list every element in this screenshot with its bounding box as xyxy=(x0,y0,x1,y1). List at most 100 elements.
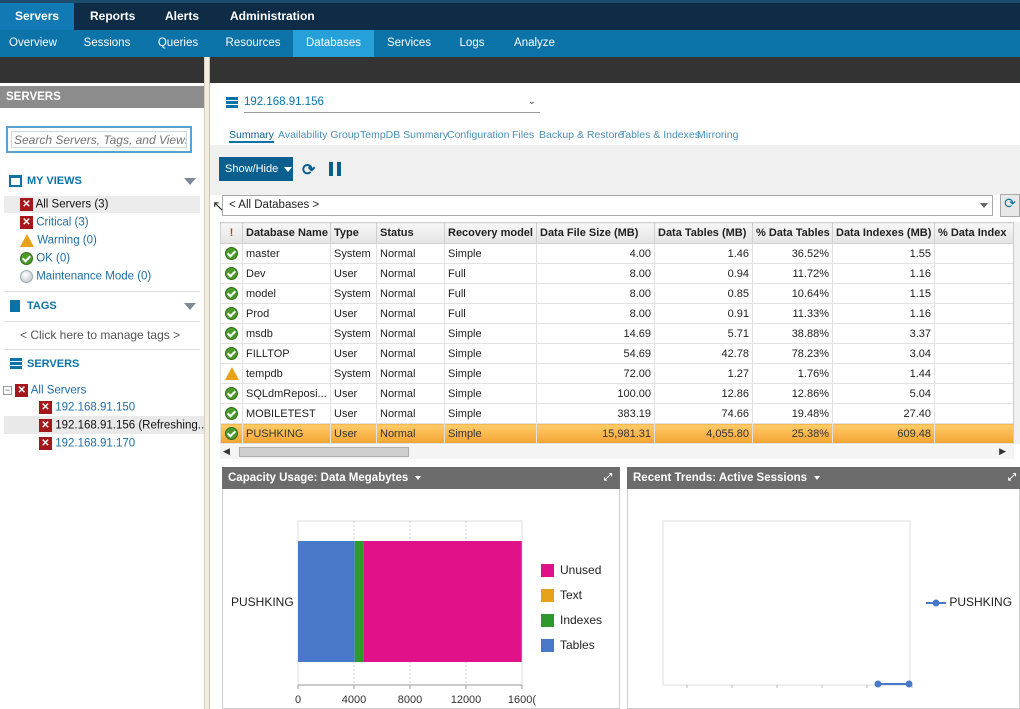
mouse-cursor-icon: ↖ xyxy=(212,198,225,215)
table-row[interactable]: PUSHKING User Normal Simple 15,981.31 4,055.8… xyxy=(220,423,1014,444)
expand-icon[interactable]: ⤢ xyxy=(604,472,612,483)
sub-nav-overview[interactable]: Overview xyxy=(9,37,57,49)
server-item-156[interactable]: ✕ 192.168.91.156 (Refreshing... xyxy=(39,419,204,432)
sub-nav-sessions[interactable]: Sessions xyxy=(83,37,131,49)
sub-nav-databases[interactable]: Databases xyxy=(293,30,374,57)
divider xyxy=(4,349,200,350)
view-all-servers[interactable]: ✕ All Servers (3) xyxy=(20,198,108,211)
view-warning[interactable]: Warning (0) xyxy=(20,234,97,247)
sidebar-splitter[interactable] xyxy=(204,57,210,709)
filter-refresh-button[interactable]: ⟳ xyxy=(1000,194,1020,217)
top-nav-alerts[interactable]: Alerts xyxy=(165,9,200,23)
top-nav-servers[interactable]: Servers xyxy=(0,3,75,30)
table-cell: 19.48% xyxy=(752,403,833,424)
view-critical[interactable]: ✕ Critical (3) xyxy=(20,216,89,229)
trends-chart xyxy=(662,520,913,688)
collapse-minus-icon[interactable]: − xyxy=(3,385,12,395)
view-maintenance[interactable]: Maintenance Mode (0) xyxy=(20,270,151,283)
table-cell: 54.69 xyxy=(536,343,655,364)
grid-horizontal-scrollbar[interactable]: ◀ ▶ xyxy=(220,445,1014,459)
legend-label: Unused xyxy=(560,563,602,577)
table-row[interactable]: msdb System Normal Simple 14.69 5.71 38.88% 3.3… xyxy=(220,323,1014,344)
table-row[interactable]: SQLdmReposi... User Normal Simple 100.00 12.8… xyxy=(220,383,1014,404)
bar-segment-unused[interactable] xyxy=(363,541,522,662)
table-row[interactable]: tempdb System Normal Simple 72.00 1.27 1.76% 1.… xyxy=(220,363,1014,384)
column-header-recovery-model[interactable]: Recovery model xyxy=(444,222,537,244)
trends-panel-header[interactable]: Recent Trends: Active Sessions ⤢ xyxy=(627,467,1020,489)
tab-configuration[interactable]: Configuration xyxy=(447,129,510,141)
capacity-panel-header[interactable]: Capacity Usage: Data Megabytes ⤢ xyxy=(222,467,620,489)
column-header-data-indexes[interactable]: Data Indexes (MB) xyxy=(832,222,935,244)
sub-nav-queries[interactable]: Queries xyxy=(157,37,199,49)
bar-segment-tables[interactable] xyxy=(298,541,355,662)
pause-icon[interactable] xyxy=(328,162,342,176)
refresh-icon[interactable]: ⟳ xyxy=(302,162,316,179)
table-cell: Normal xyxy=(376,263,445,284)
servers-tree-root[interactable]: − ✕ All Servers xyxy=(3,384,86,397)
tags-header[interactable]: TAGS xyxy=(0,300,204,318)
row-status-cell xyxy=(220,423,243,444)
search-input[interactable] xyxy=(11,131,187,148)
sub-nav-resources[interactable]: Resources xyxy=(225,37,281,49)
bar-segment-indexes[interactable] xyxy=(354,541,364,662)
table-cell: Normal xyxy=(376,283,445,304)
scroll-thumb[interactable] xyxy=(239,447,409,457)
column-header-pct-data-tables[interactable]: % Data Tables xyxy=(752,222,833,244)
collapse-triangle-icon[interactable] xyxy=(184,178,196,185)
top-nav-reports[interactable]: Reports xyxy=(90,9,136,23)
scroll-right-icon[interactable]: ▶ xyxy=(999,446,1006,456)
column-header-status[interactable]: Status xyxy=(376,222,445,244)
plot-area xyxy=(662,520,911,686)
tab-availability-group[interactable]: Availability Group xyxy=(278,129,360,141)
server-label: 192.168.91.156 (Refreshing... xyxy=(55,419,204,432)
table-cell: 4,055.80 xyxy=(654,423,753,444)
sub-nav-logs[interactable]: Logs xyxy=(459,37,485,49)
scroll-left-icon[interactable]: ◀ xyxy=(223,446,230,456)
database-filter-select[interactable]: < All Databases > xyxy=(222,195,993,216)
data-point[interactable] xyxy=(874,680,882,688)
tab-summary[interactable]: Summary xyxy=(229,129,274,143)
table-cell: 38.67 xyxy=(934,243,1014,264)
grid-vertical-scrollbar[interactable] xyxy=(1013,222,1020,444)
sub-nav-analyze[interactable]: Analyze xyxy=(514,37,555,49)
chevron-down-icon[interactable]: ⌄ xyxy=(527,96,536,107)
view-ok[interactable]: OK (0) xyxy=(20,252,70,265)
tab-backup-restore[interactable]: Backup & Restore xyxy=(539,129,624,141)
sub-nav-services[interactable]: Services xyxy=(386,37,432,49)
x-tick-label: 4000 xyxy=(342,694,366,706)
status-column-header[interactable]: ! xyxy=(220,222,243,244)
column-header-type[interactable]: Type xyxy=(330,222,377,244)
table-row[interactable]: ProdUserNormalFull8.000.9111.33%1.1614.5… xyxy=(220,303,1014,324)
table-cell: Dev xyxy=(242,263,331,284)
sidebar-search-box[interactable] xyxy=(6,126,192,153)
trends-legend-label: PUSHKING xyxy=(949,595,1013,609)
server-select[interactable]: 192.168.91.156 ⌄ xyxy=(244,96,540,113)
table-row[interactable]: FILLTOP User Normal Simple 54.69 42.78 78.23% 3… xyxy=(220,343,1014,364)
tab-tables-indexes[interactable]: Tables & Indexes xyxy=(620,129,700,141)
server-item-170[interactable]: ✕ 192.168.91.170 xyxy=(39,437,135,450)
data-point[interactable] xyxy=(905,680,913,688)
column-header-database-name[interactable]: Database Name xyxy=(242,222,331,244)
expand-icon[interactable]: ⤢ xyxy=(1008,472,1016,483)
column-header-data-tables[interactable]: Data Tables (MB) xyxy=(654,222,753,244)
table-row[interactable]: MOBILETEST User Normal Simple 383.19 74.66 19.… xyxy=(220,403,1014,424)
servers-header[interactable]: SERVERS xyxy=(0,358,204,376)
tab-files[interactable]: Files xyxy=(512,129,535,141)
tab-mirroring[interactable]: Mirroring xyxy=(697,129,739,141)
table-row[interactable]: modelSystemNormalFull8.000.8510.64%1.151… xyxy=(220,283,1014,304)
view-ok-label: OK (0) xyxy=(36,252,71,265)
table-cell: Normal xyxy=(376,343,445,364)
column-header-data-file-size[interactable]: Data File Size (MB) xyxy=(536,222,655,244)
manage-tags-link[interactable]: < Click here to manage tags > xyxy=(20,328,181,342)
top-nav-administration[interactable]: Administration xyxy=(230,9,315,23)
table-cell: 0.91 xyxy=(654,303,753,324)
myviews-header[interactable]: MY VIEWS xyxy=(0,175,204,193)
server-item-150[interactable]: ✕ 192.168.91.150 xyxy=(39,401,135,414)
table-cell: 2.00 xyxy=(934,363,1014,384)
table-row[interactable]: master System Normal Simple 4.00 1.46 36.52% 1.… xyxy=(220,243,1014,264)
collapse-triangle-icon[interactable] xyxy=(184,303,196,310)
show-hide-button[interactable]: Show/Hide xyxy=(219,157,293,181)
column-header-pct-data-index[interactable]: % Data Index xyxy=(934,222,1014,244)
tab-tempdb-summary[interactable]: TempDB Summary xyxy=(360,129,449,141)
